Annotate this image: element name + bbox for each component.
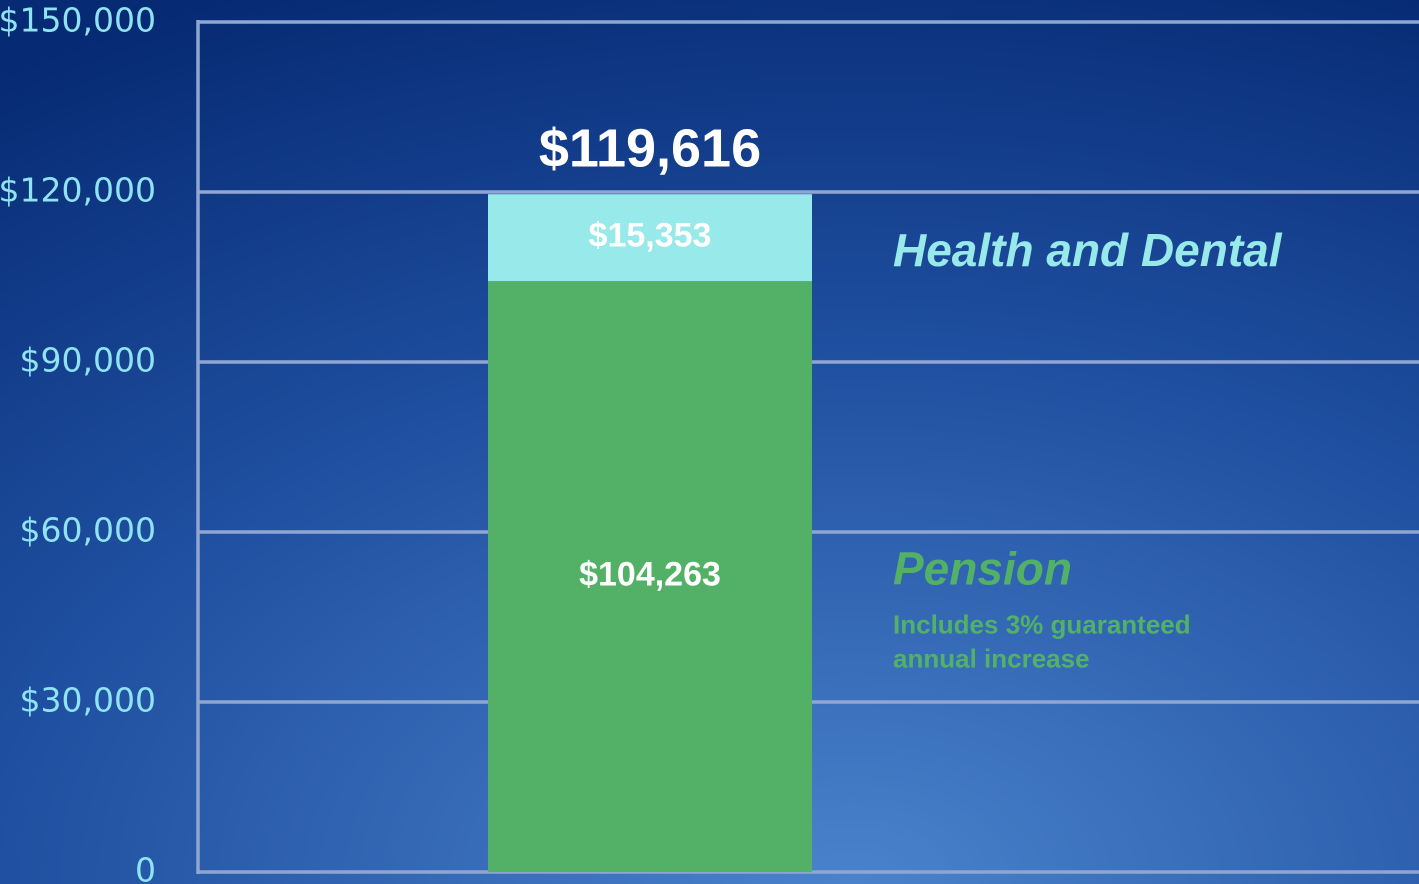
- bar-segment: [488, 194, 812, 282]
- y-tick-label: $30,000: [20, 681, 156, 720]
- y-tick-label: 0: [135, 851, 156, 884]
- total-label: $119,616: [539, 118, 761, 178]
- series-label: Health and Dental: [893, 224, 1283, 276]
- y-tick-label: $120,000: [0, 171, 156, 210]
- series-note: annual increase: [893, 643, 1090, 673]
- series-note: Includes 3% guaranteed: [893, 609, 1191, 639]
- value-label: $15,353: [589, 217, 712, 255]
- y-tick-label: $60,000: [20, 511, 156, 550]
- value-label: $104,263: [579, 556, 721, 594]
- y-tick-label: $90,000: [20, 341, 156, 380]
- series-label: Pension: [893, 543, 1072, 595]
- bar-segment: [488, 281, 812, 872]
- y-tick-label: $150,000: [0, 1, 156, 40]
